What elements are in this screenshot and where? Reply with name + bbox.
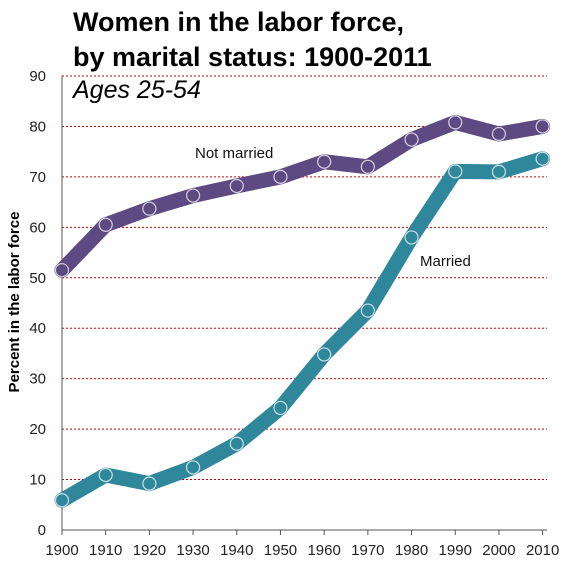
y-tick-30: 30 bbox=[29, 371, 46, 388]
point-1-1930 bbox=[185, 460, 201, 475]
y-tick-50: 50 bbox=[29, 270, 46, 287]
y-tick-10: 10 bbox=[29, 472, 46, 489]
point-0-1950 bbox=[273, 169, 288, 184]
x-tick-1990: 1990 bbox=[439, 542, 472, 559]
point-0-1910 bbox=[98, 217, 113, 232]
point-1-1990 bbox=[448, 164, 463, 179]
point-0-1970 bbox=[360, 159, 375, 174]
point-0-2000 bbox=[491, 126, 507, 142]
point-1-2000 bbox=[491, 164, 507, 179]
y-tick-40: 40 bbox=[29, 320, 46, 337]
x-tick-1940: 1940 bbox=[220, 542, 253, 559]
point-1-1950 bbox=[273, 400, 288, 416]
x-tick-1930: 1930 bbox=[176, 542, 209, 559]
y-tick-labels: 0 10 20 30 40 50 60 70 80 90 bbox=[29, 68, 46, 539]
data-points bbox=[54, 115, 550, 508]
chart-title-line1: Women in the labor force, bbox=[73, 7, 404, 37]
y-tick-0: 0 bbox=[38, 522, 46, 539]
point-0-2010 bbox=[535, 119, 550, 134]
point-1-1940 bbox=[229, 436, 244, 451]
axes bbox=[61, 76, 547, 535]
point-0-1920 bbox=[142, 201, 157, 216]
chart-title-line2: by marital status: 1900-2011 bbox=[73, 42, 432, 72]
series-label-married: Married bbox=[420, 253, 471, 270]
point-1-1920 bbox=[142, 476, 157, 491]
y-tick-90: 90 bbox=[29, 68, 46, 85]
point-1-1900 bbox=[54, 493, 70, 508]
y-tick-70: 70 bbox=[29, 169, 46, 186]
x-tick-1900: 1900 bbox=[45, 542, 78, 559]
point-0-1990 bbox=[448, 115, 463, 130]
point-0-1960 bbox=[317, 154, 332, 169]
point-1-2010 bbox=[535, 151, 550, 166]
point-1-1980 bbox=[404, 230, 419, 245]
x-tick-1960: 1960 bbox=[307, 542, 340, 559]
gridlines bbox=[62, 75, 547, 481]
point-0-1940 bbox=[229, 178, 244, 194]
y-tick-80: 80 bbox=[29, 118, 46, 135]
x-tick-1970: 1970 bbox=[351, 542, 384, 559]
series-line-1 bbox=[54, 151, 551, 508]
point-0-1900 bbox=[54, 263, 70, 278]
x-tick-1910: 1910 bbox=[89, 542, 122, 559]
series-lines bbox=[54, 114, 551, 508]
y-tick-60: 60 bbox=[29, 219, 46, 236]
point-0-1930 bbox=[185, 188, 201, 203]
point-1-1970 bbox=[360, 303, 375, 318]
point-1-1960 bbox=[317, 347, 332, 362]
point-0-1980 bbox=[404, 132, 419, 147]
series-line-0 bbox=[54, 114, 551, 278]
x-tick-labels: 1900 1910 1920 1930 1940 1950 1960 1970 1980 1990… bbox=[45, 542, 559, 559]
x-tick-1980: 1980 bbox=[395, 542, 428, 559]
y-tick-20: 20 bbox=[29, 421, 46, 438]
chart-subtitle: Ages 25-54 bbox=[71, 76, 201, 104]
x-tick-2010: 2010 bbox=[526, 542, 559, 559]
x-tick-1950: 1950 bbox=[264, 542, 297, 559]
series-label-not-married: Not married bbox=[195, 145, 273, 162]
x-tick-1920: 1920 bbox=[133, 542, 166, 559]
x-tick-2000: 2000 bbox=[482, 542, 515, 559]
y-axis-label: Percent in the labor force bbox=[6, 212, 23, 393]
point-1-1910 bbox=[98, 467, 113, 483]
